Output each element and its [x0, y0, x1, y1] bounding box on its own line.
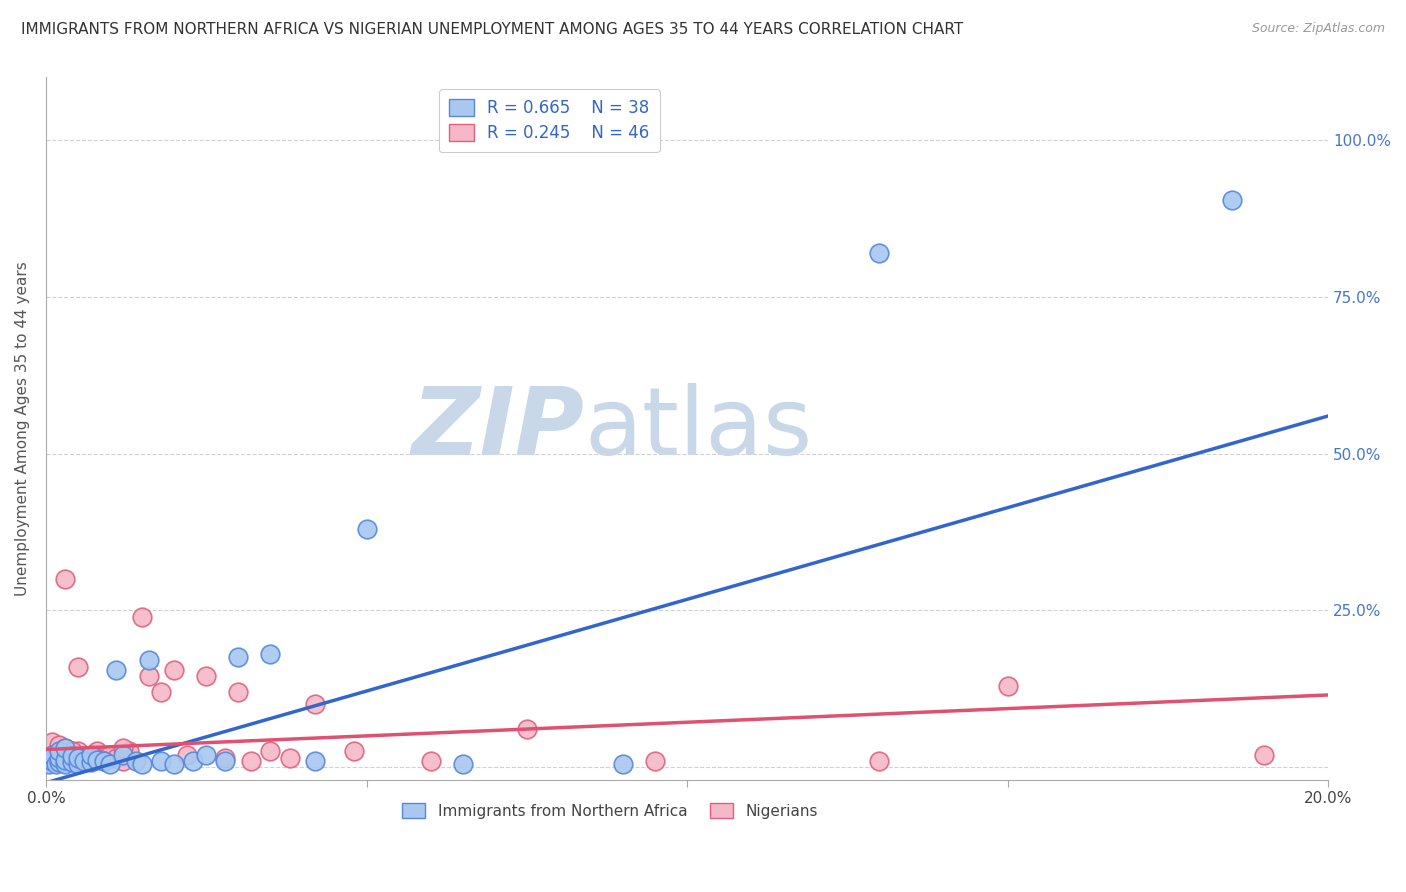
Point [60, 750, 83, 764]
Point [53, 753, 76, 767]
Point [48, 744, 70, 758]
Point [53, 756, 76, 771]
Point [60, 755, 83, 769]
Point [93, 754, 115, 768]
Point [93, 754, 115, 768]
Point [278, 750, 301, 764]
Point [80, 747, 103, 762]
Point [304, 754, 326, 768]
Point [226, 650, 249, 665]
Point [183, 754, 205, 768]
Point [98, 756, 121, 771]
Point [60, 744, 83, 758]
Point [66, 659, 89, 673]
Y-axis label: Unemployment Among Ages 35 to 44 years: Unemployment Among Ages 35 to 44 years [15, 261, 30, 596]
Point [226, 685, 249, 699]
Point [60, 744, 83, 758]
Text: ZIP: ZIP [412, 383, 585, 475]
Point [98, 747, 121, 762]
Point [150, 685, 173, 699]
Point [53, 572, 76, 586]
Point [66, 750, 89, 764]
Point [111, 741, 134, 756]
Point [41, 754, 63, 768]
Point [80, 755, 103, 769]
Point [195, 669, 218, 683]
Point [86, 753, 108, 767]
Point [60, 748, 83, 763]
Point [516, 723, 538, 737]
Point [48, 750, 70, 764]
Point [38, 754, 60, 768]
Point [240, 754, 263, 768]
Point [66, 754, 89, 768]
Point [131, 756, 153, 771]
Point [86, 744, 108, 758]
Point [53, 754, 76, 768]
Point [868, 754, 890, 768]
Point [138, 669, 160, 683]
Point [93, 754, 115, 768]
Point [644, 754, 666, 768]
Text: Source: ZipAtlas.com: Source: ZipAtlas.com [1251, 22, 1385, 36]
Point [138, 653, 160, 667]
Point [214, 754, 236, 768]
Point [38, 756, 60, 771]
Point [41, 747, 63, 762]
Point [80, 747, 103, 762]
Point [53, 741, 76, 756]
Legend: Immigrants from Northern Africa, Nigerians: Immigrants from Northern Africa, Nigeria… [396, 797, 824, 824]
Point [48, 738, 70, 752]
Point [73, 750, 96, 764]
Point [868, 246, 890, 260]
Point [53, 741, 76, 756]
Point [131, 609, 153, 624]
Point [214, 750, 236, 764]
Point [997, 679, 1019, 693]
Point [356, 522, 378, 536]
Point [150, 754, 173, 768]
Point [111, 754, 134, 768]
Point [45, 754, 67, 768]
Point [45, 756, 67, 771]
Point [451, 756, 474, 771]
Point [259, 744, 281, 758]
Point [1220, 193, 1243, 207]
Point [1253, 747, 1275, 762]
Point [105, 750, 128, 764]
Point [195, 747, 218, 762]
Point [41, 735, 63, 749]
Point [111, 747, 134, 762]
Point [304, 698, 326, 712]
Point [66, 744, 89, 758]
Point [41, 747, 63, 762]
Point [66, 756, 89, 771]
Point [80, 754, 103, 768]
Text: atlas: atlas [585, 383, 813, 475]
Point [259, 647, 281, 661]
Point [612, 756, 634, 771]
Point [163, 756, 186, 771]
Text: IMMIGRANTS FROM NORTHERN AFRICA VS NIGERIAN UNEMPLOYMENT AMONG AGES 35 TO 44 YEA: IMMIGRANTS FROM NORTHERN AFRICA VS NIGER… [21, 22, 963, 37]
Point [118, 744, 141, 758]
Point [419, 754, 441, 768]
Point [105, 663, 128, 677]
Point [48, 744, 70, 758]
Point [176, 747, 198, 762]
Point [48, 755, 70, 769]
Point [86, 750, 108, 764]
Point [125, 754, 148, 768]
Point [343, 744, 366, 758]
Point [163, 663, 186, 677]
Point [73, 754, 96, 768]
